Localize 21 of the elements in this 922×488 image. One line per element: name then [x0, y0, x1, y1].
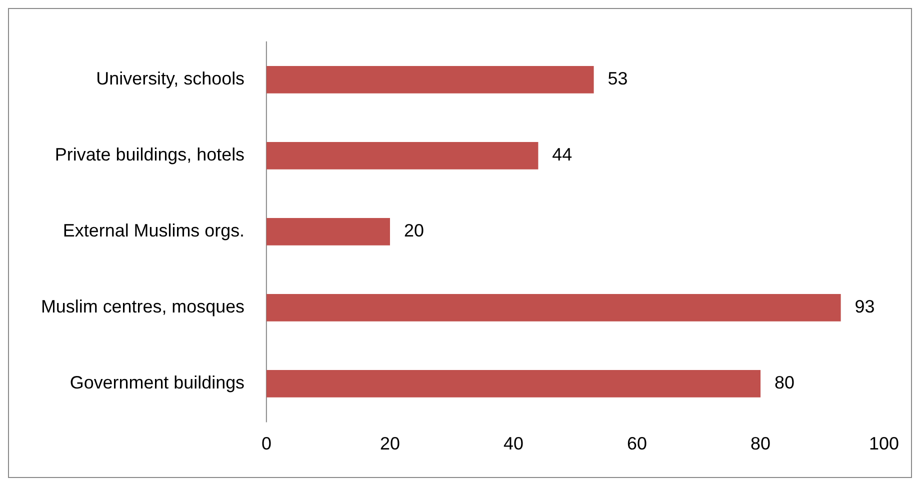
data-label: 44: [552, 144, 572, 165]
data-label: 20: [404, 220, 424, 241]
x-tick-label: 0: [261, 433, 272, 454]
bar: [266, 66, 594, 94]
data-label: 53: [608, 68, 628, 89]
data-label: 80: [774, 372, 794, 393]
bar: [266, 370, 761, 398]
y-tick-label: Government buildings: [70, 372, 245, 393]
y-tick-label: External Muslims orgs.: [62, 220, 245, 241]
bar: [266, 142, 538, 170]
data-label: 93: [854, 296, 875, 317]
x-tick-label: 20: [380, 433, 400, 454]
y-tick-label: Muslim centres, mosques: [40, 296, 245, 317]
x-tick-label: 40: [504, 433, 524, 454]
x-tick-label: 60: [627, 433, 648, 454]
x-tick-label: 80: [750, 433, 771, 454]
y-tick-label: University, schools: [96, 68, 245, 89]
x-tick-label: 100: [869, 433, 900, 454]
bar: [266, 294, 841, 322]
y-tick-label: Private buildings, hotels: [54, 144, 245, 165]
bar: [266, 218, 390, 246]
